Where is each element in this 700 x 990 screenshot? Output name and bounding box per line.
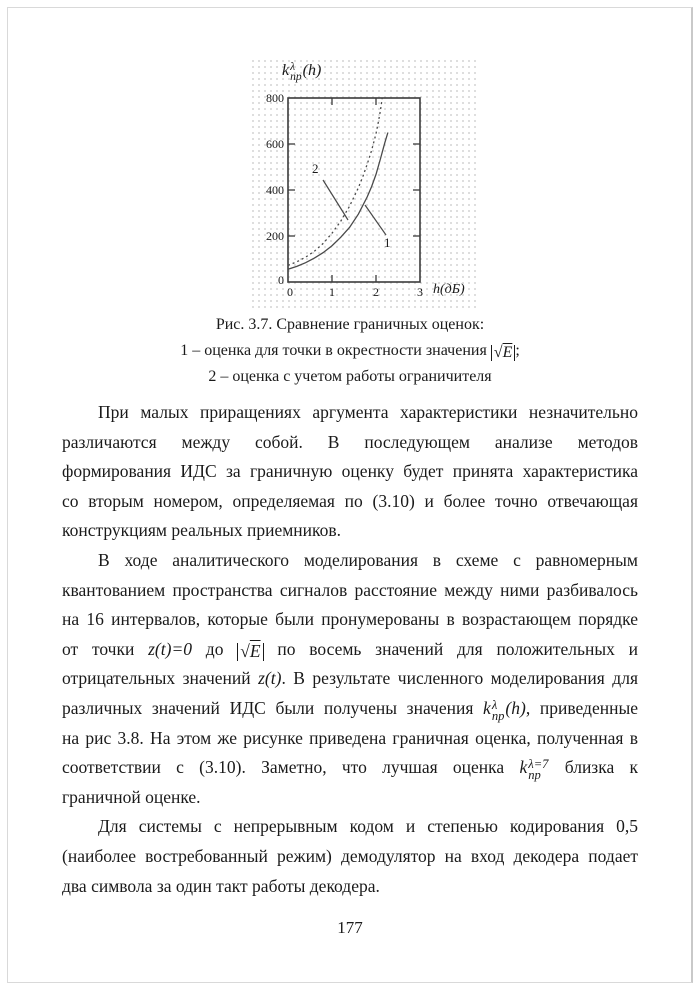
curve-1-solid (287, 132, 389, 270)
body-text: При малых приращениях аргумента характер… (62, 398, 638, 901)
radical-sign: √ (493, 344, 503, 362)
text-line: различаются между собой. В последующем а… (62, 431, 638, 452)
sqrt-E-expression: √E (490, 344, 516, 362)
caption-line-2: 1 – оценка для точки в окрестности значе… (0, 338, 700, 364)
caption-line-2-suffix: ; (515, 342, 520, 359)
k-np-formula: k λ np (h) (483, 697, 526, 723)
y-tick-600: 600 (266, 137, 284, 151)
y-axis-title: k λ np (h) (282, 62, 321, 83)
k-np-formula: k λ=7 np (519, 757, 549, 782)
y-tick-800: 800 (266, 91, 284, 105)
sqrt-argument: E (502, 344, 513, 362)
x-tick-3: 3 (417, 285, 423, 299)
radical-sign: √ (240, 641, 250, 662)
inline-math-italic: z(t)=0 (148, 638, 193, 659)
text-line: (наиболее востребованный режим) демодуля… (62, 845, 638, 866)
curve-label-1: 1 (384, 235, 391, 250)
y-axis-title-sup: λ (290, 61, 296, 74)
plot-frame (287, 97, 421, 283)
text-line: на рис 3.8. На этом же рисунке приведена… (62, 727, 638, 748)
paragraph: При малых приращениях аргумента характер… (62, 398, 638, 546)
paragraph: В ходе аналитического моделирования в сх… (62, 546, 638, 812)
text-line: со вторым номером, определяемая по (3.10… (62, 490, 638, 511)
caption-line-1: Рис. 3.7. Сравнение граничных оценок: (215, 316, 485, 333)
y-axis-title-arg: (h) (302, 62, 322, 79)
text-line: граничной оценке. (62, 786, 201, 807)
sqrt-E-expression: √E (237, 641, 264, 662)
curve-label-2: 2 (312, 161, 319, 176)
text-line: конструкциям реальных приемников. (62, 520, 342, 541)
sqrt-argument: E (249, 641, 261, 662)
text-line: Для системы с непрерывным кодом и степен… (98, 816, 638, 837)
x-tick-1: 1 (329, 285, 335, 299)
curve-1-leader-line (364, 204, 387, 236)
page-number: 177 (337, 918, 363, 937)
y-tick-200: 200 (266, 229, 284, 243)
y-tick-400: 400 (266, 183, 284, 197)
y-axis-title-base: k (282, 62, 290, 79)
inline-math-italic: z(t) (258, 668, 282, 689)
text-line: формирования ИДС за граничную оценку буд… (62, 461, 638, 482)
caption-line-3: 2 – оценка с учетом работы ограничителя (208, 368, 492, 385)
y-axis-title-sub: np (290, 71, 302, 84)
curve-2-leader-line (322, 179, 349, 221)
text-line: от точки z(t)=0 до √E по восемь значений… (62, 638, 638, 662)
text-line: В ходе аналитического моделирования в сх… (98, 549, 638, 570)
y-tick-0: 0 (278, 273, 284, 287)
text-line: отрицательных значений z(t). В результат… (62, 668, 638, 689)
caption-line-2-text: 1 – оценка для точки в окрестности значе… (180, 342, 491, 359)
text-line: квантованием пространства сигналов расст… (62, 579, 638, 600)
text-line: При малых приращениях аргумента характер… (98, 402, 638, 422)
x-axis-label: h(дБ) (433, 282, 465, 297)
x-tick-0: 0 (287, 285, 293, 299)
axis-tick-marks (288, 98, 420, 282)
text-line: различных значений ИДС были получены зна… (62, 694, 638, 724)
curve-2-dashed (287, 97, 383, 267)
figure-caption: Рис. 3.7. Сравнение граничных оценок: 1 … (0, 312, 700, 390)
x-tick-2: 2 (373, 285, 379, 299)
text-line: соответствии с (3.10). Заметно, что лучш… (62, 753, 638, 783)
text-line: два символа за один такт работы декодера… (62, 875, 380, 896)
paragraph: Для системы с непрерывным кодом и степен… (62, 812, 638, 901)
figure-3-7: k λ np (h) 800 600 400 200 0 0 1 2 3 h(дБ) … (250, 58, 480, 310)
text-line: на 16 интервалов, которые были пронумеро… (62, 609, 638, 630)
figure-plot-svg (287, 97, 421, 283)
